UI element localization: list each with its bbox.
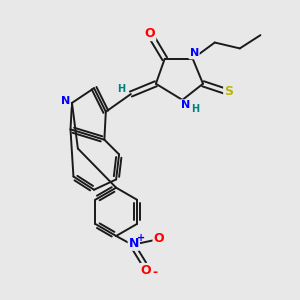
Text: N: N <box>129 237 139 250</box>
Text: O: O <box>154 232 164 245</box>
Text: N: N <box>181 100 190 110</box>
Text: S: S <box>224 85 233 98</box>
Text: -: - <box>153 266 158 279</box>
Text: O: O <box>140 264 151 277</box>
Text: H: H <box>191 104 199 114</box>
Text: O: O <box>145 27 155 40</box>
Text: N: N <box>61 96 70 106</box>
Text: +: + <box>137 233 145 243</box>
Text: N: N <box>190 48 199 59</box>
Text: H: H <box>117 84 125 94</box>
